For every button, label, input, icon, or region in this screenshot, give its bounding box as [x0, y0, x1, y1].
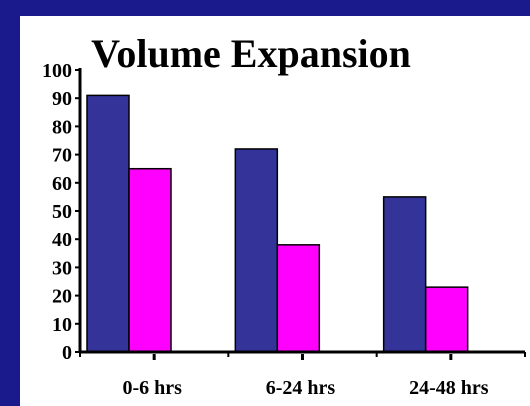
- y-tick-label: 50: [52, 201, 72, 223]
- y-tick-label: 30: [52, 257, 72, 279]
- bar-series-2-3: [424, 286, 469, 353]
- bar-series-1-2: [234, 148, 279, 353]
- chart-panel: Volume Expansion 0 10 20 30 40 50 60 70 80 90 100 …: [20, 16, 530, 406]
- chart-title: Volume Expansion: [91, 31, 411, 76]
- y-tick-label: 10: [52, 314, 72, 336]
- bar-series-2-2: [276, 244, 321, 353]
- y-tick-label: 70: [52, 145, 72, 167]
- x-tick-label: 0-6 hrs: [122, 377, 182, 399]
- x-tick-label: 6-24 hrs: [266, 377, 336, 399]
- y-tick-label: 80: [52, 116, 72, 138]
- bar-series-1-3: [382, 196, 427, 353]
- x-axis-ticks: 0-6 hrs 6-24 hrs 24-48 hrs: [79, 352, 526, 399]
- y-tick-label: 100: [42, 60, 72, 82]
- bar-chart: Volume Expansion 0102030405060708090100 …: [42, 31, 526, 399]
- y-tick-label: 20: [52, 286, 72, 308]
- bar-series-2-1: [128, 167, 172, 353]
- x-tick-label: 24-48 hrs: [409, 377, 489, 399]
- y-tick-label: 90: [52, 88, 72, 110]
- y-axis-ticks: 0 10 20 30 40 50 60 70 80 90 100: [42, 60, 80, 364]
- bar-group: [86, 94, 469, 353]
- bar-series-1-1: [86, 94, 130, 353]
- y-tick-label: 0: [62, 342, 72, 364]
- y-tick-label: 60: [52, 173, 72, 195]
- y-tick-label: 40: [52, 229, 72, 251]
